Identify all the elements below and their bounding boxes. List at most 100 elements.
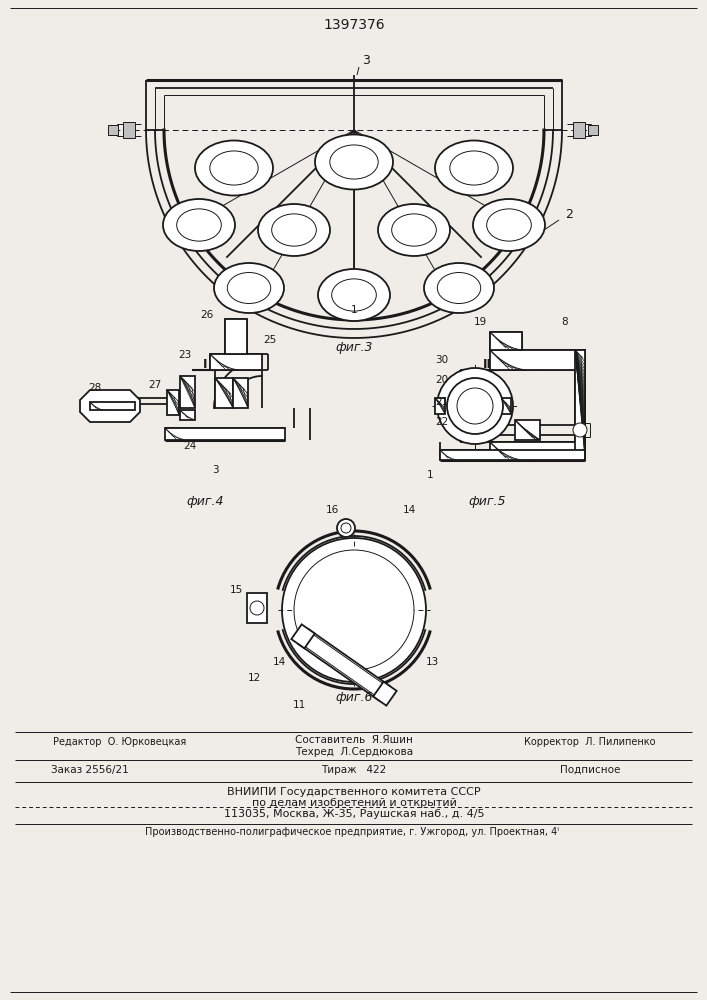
Polygon shape xyxy=(247,593,267,623)
Bar xyxy=(165,428,285,440)
Text: 14: 14 xyxy=(272,657,286,667)
Bar xyxy=(210,354,262,370)
Text: 2: 2 xyxy=(565,209,573,222)
Bar xyxy=(515,420,540,440)
Bar xyxy=(490,350,585,370)
Circle shape xyxy=(294,550,414,670)
Ellipse shape xyxy=(486,209,532,241)
Text: 13: 13 xyxy=(426,657,438,667)
Bar xyxy=(490,350,585,370)
Circle shape xyxy=(573,423,587,437)
Text: 22: 22 xyxy=(436,417,449,427)
Bar xyxy=(225,319,247,354)
Text: 1: 1 xyxy=(427,470,433,480)
Text: 15: 15 xyxy=(229,585,243,595)
Bar xyxy=(501,398,511,414)
Text: 27: 27 xyxy=(148,380,162,390)
Text: Корректор  Л. Пилипенко: Корректор Л. Пилипенко xyxy=(525,737,656,747)
Bar xyxy=(440,450,585,460)
Ellipse shape xyxy=(177,209,221,241)
Bar xyxy=(515,420,540,440)
Ellipse shape xyxy=(438,272,481,304)
Ellipse shape xyxy=(315,134,393,190)
Polygon shape xyxy=(373,682,397,706)
Text: 19: 19 xyxy=(474,317,486,327)
Ellipse shape xyxy=(330,145,378,179)
Bar xyxy=(123,122,135,138)
Bar xyxy=(90,402,135,410)
Text: 16: 16 xyxy=(325,505,339,515)
Bar xyxy=(575,350,585,460)
Text: 3: 3 xyxy=(362,53,370,66)
Text: Техред  Л.Сердюкова: Техред Л.Сердюкова xyxy=(295,747,413,757)
Ellipse shape xyxy=(258,204,330,256)
Ellipse shape xyxy=(214,263,284,313)
Circle shape xyxy=(337,519,355,537)
Ellipse shape xyxy=(210,151,258,185)
Text: 1: 1 xyxy=(351,305,357,315)
Bar xyxy=(490,442,585,460)
Text: 28: 28 xyxy=(88,383,102,393)
Ellipse shape xyxy=(318,269,390,321)
Bar xyxy=(233,378,248,408)
Ellipse shape xyxy=(378,204,450,256)
Polygon shape xyxy=(80,390,140,422)
Bar xyxy=(108,125,118,135)
Text: 8: 8 xyxy=(561,317,568,327)
Circle shape xyxy=(457,388,493,424)
Text: 14: 14 xyxy=(402,505,416,515)
Ellipse shape xyxy=(473,199,545,251)
Text: 3: 3 xyxy=(211,465,218,475)
Ellipse shape xyxy=(450,151,498,185)
Text: Подписное: Подписное xyxy=(560,765,620,775)
Text: 12: 12 xyxy=(247,673,261,683)
Polygon shape xyxy=(298,629,390,701)
Bar xyxy=(90,402,135,410)
Circle shape xyxy=(447,378,503,434)
Bar xyxy=(215,378,233,408)
Text: Тираж   422: Тираж 422 xyxy=(322,765,387,775)
Bar xyxy=(210,354,262,370)
Text: 21: 21 xyxy=(436,397,449,407)
Bar xyxy=(167,390,179,415)
Text: 26: 26 xyxy=(200,310,214,320)
Bar xyxy=(573,122,585,138)
Polygon shape xyxy=(291,624,315,648)
Circle shape xyxy=(250,601,264,615)
Bar xyxy=(215,378,233,408)
Text: фиг.3: фиг.3 xyxy=(335,340,373,354)
Bar xyxy=(575,350,585,460)
Bar xyxy=(490,332,522,350)
Ellipse shape xyxy=(271,214,316,246)
Text: ВНИИПИ Государственного комитета СССР: ВНИИПИ Государственного комитета СССР xyxy=(227,787,481,797)
Bar xyxy=(165,428,285,440)
Bar xyxy=(180,376,195,408)
Text: Редактор  О. Юрковецкая: Редактор О. Юрковецкая xyxy=(53,737,187,747)
Bar xyxy=(435,398,445,414)
Text: фиг.5: фиг.5 xyxy=(468,495,506,508)
Ellipse shape xyxy=(435,140,513,196)
Circle shape xyxy=(437,368,513,444)
Text: II: II xyxy=(482,359,491,371)
Text: 24: 24 xyxy=(183,441,197,451)
Bar xyxy=(501,398,511,414)
Bar xyxy=(435,398,445,414)
Ellipse shape xyxy=(163,199,235,251)
Bar xyxy=(167,390,179,415)
Text: 20: 20 xyxy=(436,375,448,385)
Circle shape xyxy=(341,523,351,533)
Ellipse shape xyxy=(227,272,271,304)
Text: Составитель  Я.Яшин: Составитель Я.Яшин xyxy=(295,735,413,745)
Text: Заказ 2556/21: Заказ 2556/21 xyxy=(51,765,129,775)
Ellipse shape xyxy=(424,263,494,313)
Ellipse shape xyxy=(195,140,273,196)
Text: I: I xyxy=(203,359,207,371)
Text: 113035, Москва, Ж-35, Раушская наб., д. 4/5: 113035, Москва, Ж-35, Раушская наб., д. … xyxy=(223,809,484,819)
Ellipse shape xyxy=(392,214,436,246)
Text: по делам изобретений и открытий: по делам изобретений и открытий xyxy=(252,798,457,808)
Text: 1397376: 1397376 xyxy=(323,18,385,32)
Bar xyxy=(490,332,522,350)
Text: 23: 23 xyxy=(178,350,192,360)
Bar xyxy=(233,378,248,408)
Text: фиг.6: фиг.6 xyxy=(335,692,373,704)
